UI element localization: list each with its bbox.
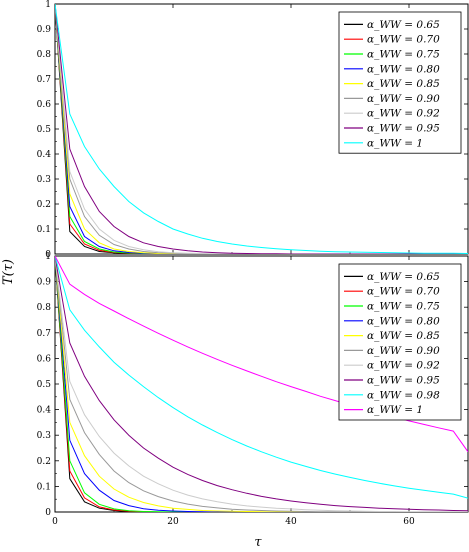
legend-box xyxy=(338,11,462,154)
y-tick-label: 0.7 xyxy=(37,75,52,85)
y-tick-label: 0.4 xyxy=(37,406,52,416)
y-tick-label: 0 xyxy=(45,508,51,518)
series-line-9 xyxy=(55,256,468,499)
y-tick-label: 1 xyxy=(45,252,51,262)
series-line-5 xyxy=(55,4,468,254)
legend-label: α_WW = 0.90 xyxy=(367,345,440,357)
chart-panel-2: 00.10.20.30.40.50.60.70.80.910 20 40 60α_WW… xyxy=(37,252,469,527)
y-tick-label: 0.9 xyxy=(37,278,52,288)
legend-label: α_WW = 0.85 xyxy=(367,78,440,90)
legend-label: α_WW = 0.65 xyxy=(367,271,440,283)
y-tick-label: 0.8 xyxy=(37,50,52,60)
legend-label: α_WW = 0.75 xyxy=(367,49,440,61)
y-tick-label: 0.2 xyxy=(37,200,51,210)
y-tick-label: 0.7 xyxy=(37,329,52,339)
series-line-6 xyxy=(55,256,468,512)
x-axis-label: τ xyxy=(254,535,262,550)
x-tick-label: 0 xyxy=(52,517,58,527)
legend-label: α_WW = 0.70 xyxy=(367,286,440,298)
x-tick-label: 60 xyxy=(403,517,415,527)
series-line-7 xyxy=(55,256,468,512)
y-tick-label: 0.3 xyxy=(37,175,52,185)
legend-label: α_WW = 0.85 xyxy=(367,330,440,342)
legend-label: α_WW = 0.92 xyxy=(367,108,440,120)
legend-label: α_WW = 0.70 xyxy=(367,34,440,46)
y-tick-label: 0 xyxy=(45,250,51,260)
x-tick-label: 20 xyxy=(167,517,179,527)
series-line-8 xyxy=(55,4,468,254)
chart-panel-1: 0 0.1 0.2 0.3 0.4 0.5 0.6 0.7 0.8 0.9 1 α_WW = 0.65… xyxy=(37,0,469,260)
y-tick-label: 0.3 xyxy=(37,431,52,441)
y-tick-label: 0.1 xyxy=(37,225,51,235)
legend-box xyxy=(338,263,462,421)
legend-label: α_WW = 0.92 xyxy=(367,360,440,372)
series-line-7 xyxy=(55,4,468,254)
y-tick-label: 0.8 xyxy=(37,303,52,313)
y-axis-label: T(τ) xyxy=(1,259,16,285)
x-tick-label: 40 xyxy=(285,517,297,527)
series-line-3 xyxy=(55,4,468,254)
series-line-6 xyxy=(55,4,468,254)
legend-label: α_WW = 0.95 xyxy=(367,375,440,387)
y-tick-label: 0.4 xyxy=(37,150,52,160)
series-line-4 xyxy=(55,4,468,254)
legend-label: α_WW = 1 xyxy=(367,137,423,149)
y-tick-label: 0.6 xyxy=(37,354,52,364)
y-tick-label: 0.1 xyxy=(37,482,51,492)
legend-label: α_WW = 0.75 xyxy=(367,301,440,313)
series-line-8 xyxy=(55,256,468,512)
legend-label: α_WW = 0.80 xyxy=(367,315,440,327)
legend-label: α_WW = 0.98 xyxy=(367,389,440,401)
legend-label: α_WW = 0.90 xyxy=(367,93,440,105)
legend-label: α_WW = 1 xyxy=(367,404,423,416)
series-line-2 xyxy=(55,256,468,512)
series-line-3 xyxy=(55,256,468,512)
y-tick-label: 0.5 xyxy=(37,380,52,390)
series-line-9 xyxy=(55,4,468,254)
y-tick-label: 1 xyxy=(45,0,51,10)
y-tick-label: 0.2 xyxy=(37,457,51,467)
series-line-4 xyxy=(55,256,468,512)
legend-label: α_WW = 0.80 xyxy=(367,63,440,75)
y-tick-label: 0.6 xyxy=(37,100,52,110)
legend-label: α_WW = 0.95 xyxy=(367,123,440,135)
series-line-5 xyxy=(55,256,468,512)
y-tick-label: 0.5 xyxy=(37,125,52,135)
legend-label: α_WW = 0.65 xyxy=(367,19,440,31)
y-tick-label: 0.9 xyxy=(37,25,52,35)
